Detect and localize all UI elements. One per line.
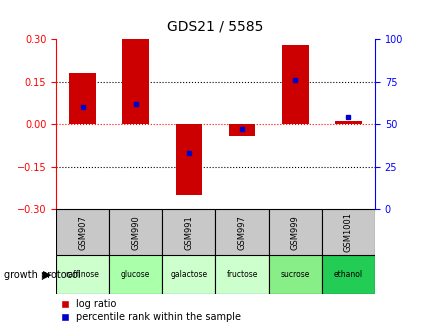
Text: glucose: glucose <box>121 270 150 279</box>
Bar <box>69 73 96 124</box>
Bar <box>281 45 308 124</box>
Legend: log ratio, percentile rank within the sample: log ratio, percentile rank within the sa… <box>61 299 241 322</box>
Bar <box>228 124 255 136</box>
Text: sucrose: sucrose <box>280 270 309 279</box>
Bar <box>321 255 374 294</box>
Bar <box>162 255 215 294</box>
Text: ▶: ▶ <box>43 270 52 280</box>
Text: growth protocol: growth protocol <box>4 270 81 280</box>
Bar <box>109 255 162 294</box>
Bar <box>321 209 374 255</box>
Bar <box>162 209 215 255</box>
Text: GSM999: GSM999 <box>290 215 299 250</box>
Bar <box>268 209 321 255</box>
Bar <box>268 255 321 294</box>
Bar <box>109 209 162 255</box>
Text: GSM1001: GSM1001 <box>343 212 352 252</box>
Text: GSM997: GSM997 <box>237 215 246 250</box>
Text: ethanol: ethanol <box>333 270 362 279</box>
Bar <box>56 209 109 255</box>
Text: galactose: galactose <box>170 270 207 279</box>
Bar <box>215 209 268 255</box>
Bar <box>175 124 202 195</box>
Bar <box>335 121 361 124</box>
Text: GDS21 / 5585: GDS21 / 5585 <box>167 20 263 34</box>
Bar <box>56 255 109 294</box>
Bar <box>215 255 268 294</box>
Text: GSM990: GSM990 <box>131 215 140 250</box>
Text: GSM907: GSM907 <box>78 215 87 250</box>
Bar <box>122 39 149 124</box>
Text: GSM991: GSM991 <box>184 215 193 250</box>
Text: fructose: fructose <box>226 270 257 279</box>
Text: raffinose: raffinose <box>65 270 99 279</box>
